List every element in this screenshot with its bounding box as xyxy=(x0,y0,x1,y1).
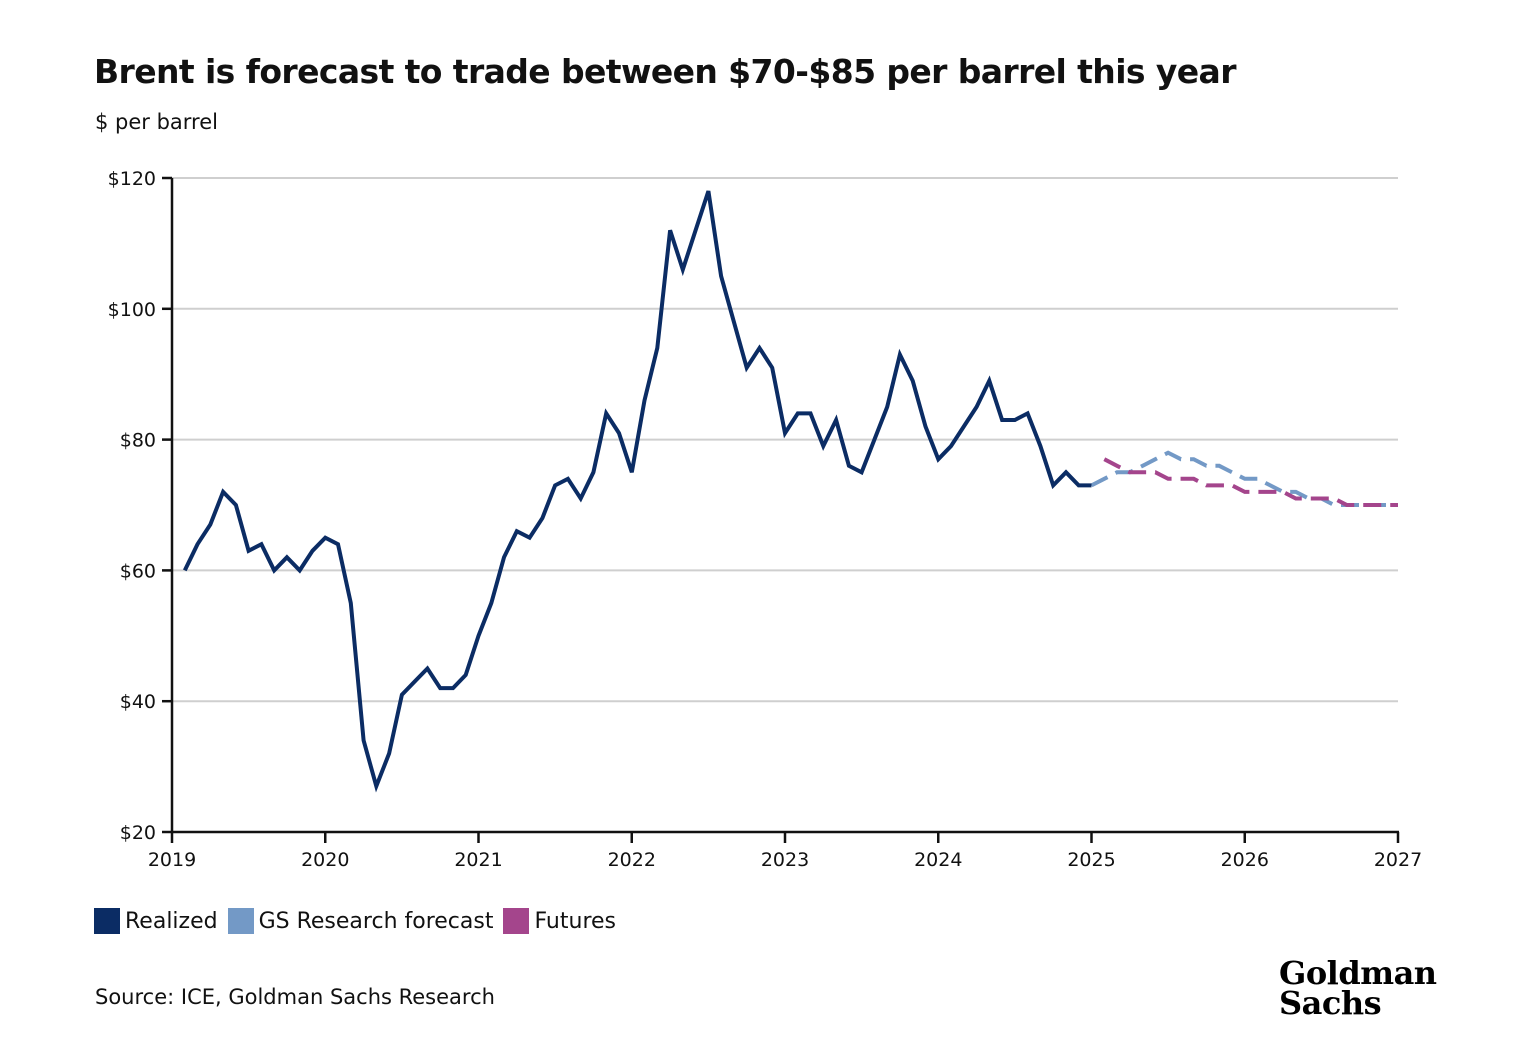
series-line-realized xyxy=(183,190,1092,793)
y-tick-label: $60 xyxy=(120,560,156,582)
y-tick-label: $120 xyxy=(108,168,156,190)
x-tick-label: 2022 xyxy=(608,849,656,871)
legend-swatch-futures xyxy=(503,908,530,934)
legend-label-realized: Realized xyxy=(125,908,218,934)
x-tick-label: 2026 xyxy=(1221,849,1269,871)
x-tick-label: 2023 xyxy=(761,849,809,871)
logo-line-2: Sachs xyxy=(1279,984,1382,1022)
legend-swatch-realized xyxy=(94,908,120,934)
goldman-sachs-logo: Goldman Sachs xyxy=(1279,954,1437,1022)
x-tick-label: 2021 xyxy=(454,849,502,871)
legend-label-gs-forecast: GS Research forecast xyxy=(258,908,494,934)
y-tick-label: $100 xyxy=(108,299,156,321)
series-lines xyxy=(183,190,1398,793)
legend-item-realized: Realized xyxy=(94,908,218,934)
y-tick-label: $20 xyxy=(120,822,156,844)
x-tick-label: 2020 xyxy=(301,849,349,871)
y-axis-unit-label: $ per barrel xyxy=(95,110,218,134)
x-axis: 2019 2020 2021 2022 2023 2024 2025 2026 2027 xyxy=(148,830,1422,871)
legend-label-futures: Futures xyxy=(534,908,617,934)
series-line-futures xyxy=(1103,457,1398,507)
x-tick-label: 2019 xyxy=(148,849,196,871)
legend: Realized GS Research forecast Futures xyxy=(94,908,626,934)
legend-swatch-gs-forecast xyxy=(227,908,254,934)
chart-title: Brent is forecast to trade between $70-$… xyxy=(94,52,1236,91)
source-note: Source: ICE, Goldman Sachs Research xyxy=(95,985,495,1009)
gridlines xyxy=(172,177,1398,703)
legend-item-futures: Futures xyxy=(503,908,616,934)
x-tick-label: 2024 xyxy=(914,849,962,871)
logo-line-1: Goldman xyxy=(1279,954,1437,992)
x-tick-label: 2027 xyxy=(1374,849,1422,871)
legend-item-gs-forecast: GS Research forecast xyxy=(227,908,494,934)
y-axis: $20 $40 $60 $80 $100 $120 xyxy=(108,168,174,844)
y-tick-label: $80 xyxy=(120,430,156,452)
y-tick-label: $40 xyxy=(120,691,156,713)
x-tick-label: 2025 xyxy=(1067,849,1115,871)
series-line-gs-forecast xyxy=(1090,450,1398,507)
